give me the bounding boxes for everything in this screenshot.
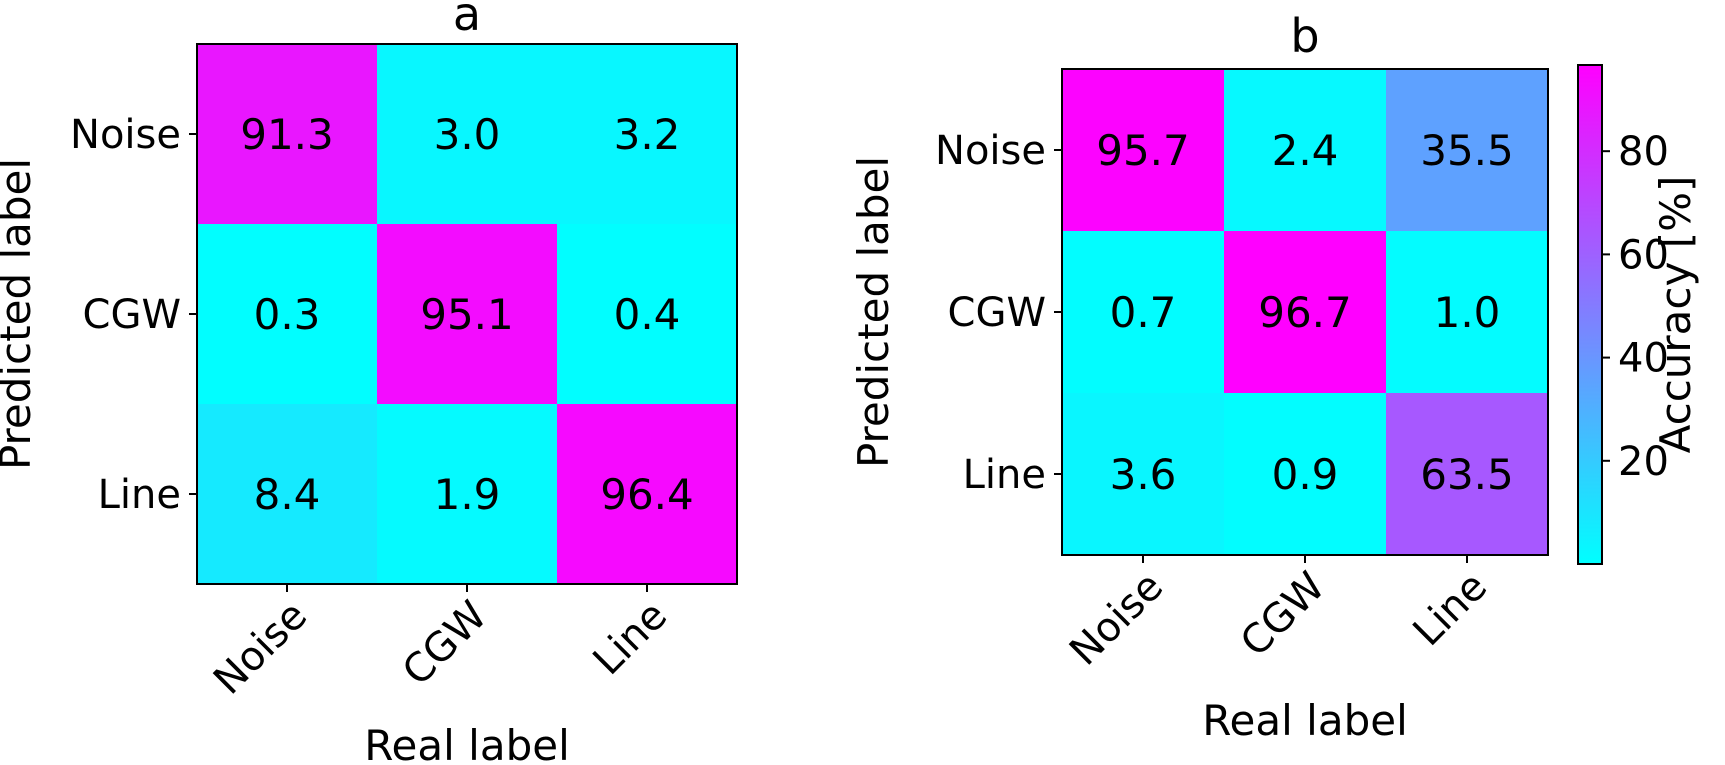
cell-value-label: 35.5 — [1420, 126, 1514, 175]
cell-value-label: 8.4 — [254, 470, 321, 519]
cell-value-label: 95.7 — [1096, 126, 1190, 175]
x-tick-label: CGW — [394, 593, 496, 695]
cell-cgw-noise — [1062, 231, 1224, 393]
cell-value-label: 63.5 — [1420, 450, 1514, 499]
x-tick-label: CGW — [1232, 564, 1334, 666]
cell-noise-cgw — [377, 44, 557, 224]
cell-value-label: 0.3 — [254, 290, 321, 339]
colorbar-label: Accuracy [%] — [1651, 176, 1700, 454]
cell-value-label: 3.2 — [614, 110, 681, 159]
x-axis-label: Real label — [364, 721, 569, 765]
colorbar-gradient — [1577, 64, 1603, 565]
cell-value-label: 2.4 — [1272, 126, 1339, 175]
cell-noise-noise — [197, 44, 377, 224]
cell-value-label: 1.0 — [1434, 288, 1501, 337]
cell-cgw-cgw — [377, 224, 557, 404]
cell-value-label: 0.7 — [1110, 288, 1177, 337]
x-tick-label: Noise — [1061, 564, 1172, 675]
cell-line-noise — [1062, 393, 1224, 555]
panel-a: 91.3 3.0 3.2 0.3 95.1 0.4 8.4 1.9 96.4 Noise CGW Li… — [0, 0, 738, 765]
y-tick-label: CGW — [83, 292, 181, 338]
x-tick-label: Line — [1405, 564, 1496, 655]
cell-value-label: 0.9 — [1272, 450, 1339, 499]
colorbar-tick-label: 20 — [1618, 439, 1669, 485]
cell-line-cgw — [377, 404, 557, 584]
cell-value-label: 96.4 — [600, 470, 694, 519]
cell-line-noise — [197, 404, 377, 584]
cell-line-line — [557, 404, 737, 584]
colorbar-tick-label: 40 — [1618, 336, 1669, 382]
cell-cgw-cgw — [1224, 231, 1386, 393]
cell-value-label: 95.1 — [420, 290, 514, 339]
x-tick-label: Line — [585, 593, 676, 684]
cell-value-label: 96.7 — [1258, 288, 1352, 337]
panel-b: 95.7 2.4 35.5 0.7 96.7 1.0 3.6 0.9 63.5 Noise CGW L… — [849, 9, 1549, 745]
y-axis-label: Predicted label — [849, 156, 898, 468]
y-tick-label: Line — [963, 452, 1046, 498]
cell-cgw-line — [1386, 231, 1548, 393]
y-tick-label: Line — [98, 472, 181, 518]
cell-cgw-noise — [197, 224, 377, 404]
cell-line-line — [1386, 393, 1548, 555]
x-tick-label: Noise — [205, 593, 316, 704]
panel-title: b — [1290, 9, 1319, 63]
colorbar-tick-label: 80 — [1618, 129, 1669, 175]
cell-value-label: 3.0 — [434, 110, 501, 159]
cell-cgw-line — [557, 224, 737, 404]
cell-value-label: 91.3 — [240, 110, 334, 159]
y-tick-label: Noise — [70, 112, 181, 158]
cell-noise-line — [557, 44, 737, 224]
cell-line-cgw — [1224, 393, 1386, 555]
cell-value-label: 0.4 — [614, 290, 681, 339]
cell-noise-cgw — [1224, 69, 1386, 231]
y-axis-label: Predicted label — [0, 158, 40, 470]
colorbar-tick-label: 60 — [1618, 232, 1669, 278]
cell-value-label: 3.6 — [1110, 450, 1177, 499]
cell-noise-line — [1386, 69, 1548, 231]
panel-title: a — [453, 0, 481, 41]
cell-value-label: 1.9 — [434, 470, 501, 519]
x-axis-label: Real label — [1202, 696, 1407, 745]
cell-noise-noise — [1062, 69, 1224, 231]
y-tick-label: CGW — [948, 290, 1046, 336]
y-tick-label: Noise — [935, 128, 1046, 174]
